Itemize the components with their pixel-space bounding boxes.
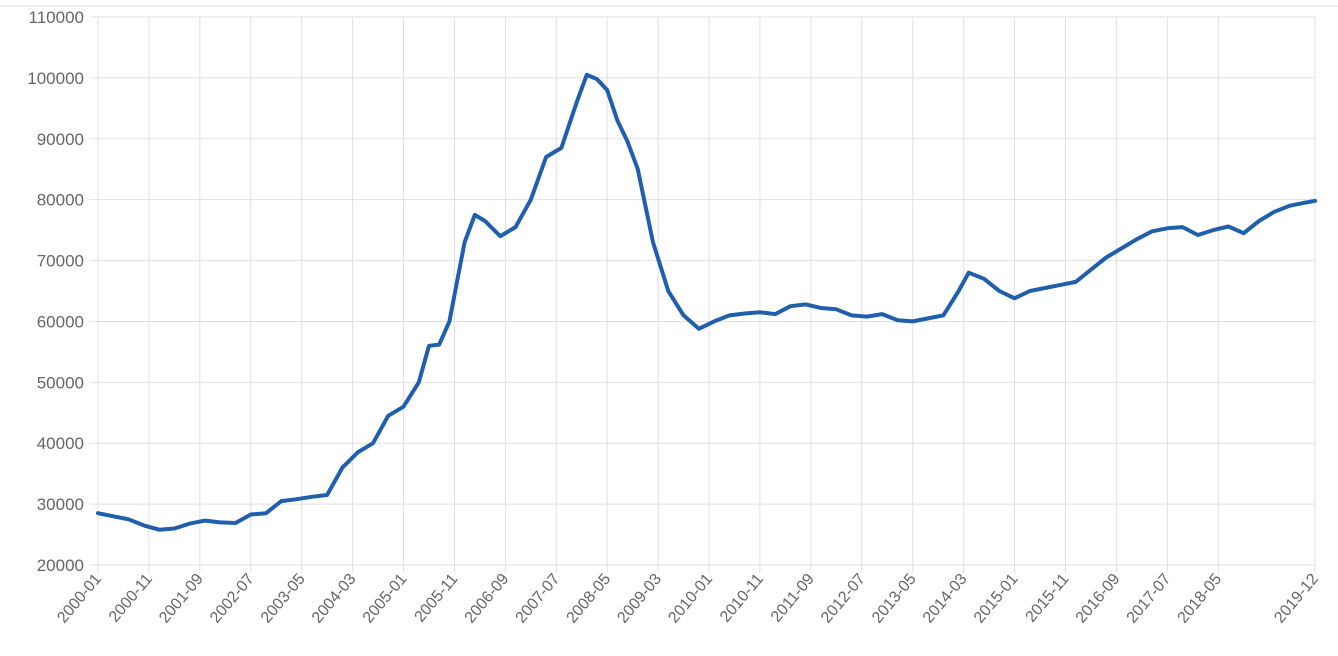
x-tick-label: 2009-03 [614,571,665,627]
y-tick-label: 100000 [27,69,84,88]
x-tick-label: 2017-07 [1124,571,1175,627]
y-tick-label: 110000 [29,8,84,27]
y-axis-ticks: 20000 30000 40000 50000 60000 70000 80000 90000… [27,8,84,575]
x-tick-label: 2005-01 [360,571,411,627]
x-tick-label: 2012-07 [818,571,869,627]
x-axis-ticks: 2000-01 2000-11 2001-09 2002-07 2003-05 2004-… [54,571,1322,627]
y-tick-label: 60000 [37,312,84,331]
chart-grid [0,5,1338,573]
x-tick-label: 2002-07 [207,571,258,627]
x-tick-label: 2010-01 [665,571,716,627]
y-tick-label: 50000 [37,373,84,392]
x-tick-label: 2014-03 [920,571,971,627]
x-tick-label: 2000-01 [54,571,105,627]
x-tick-label: 2010-11 [717,571,767,626]
y-tick-label: 40000 [37,434,84,453]
x-tick-label: 2000-11 [106,571,156,626]
x-tick-label: 2018-05 [1175,571,1226,627]
x-tick-label: 2001-09 [156,571,207,627]
x-tick-label: 2011-09 [768,571,818,626]
x-tick-label: 2005-11 [412,571,462,626]
x-tick-label: 2015-01 [971,571,1022,627]
x-tick-label: 2016-09 [1073,571,1124,627]
y-tick-label: 80000 [37,191,84,210]
x-tick-label: 2007-07 [513,571,564,627]
y-tick-label: 70000 [37,252,84,271]
series-line [96,72,1317,532]
x-tick-label: 2004-03 [309,571,360,627]
x-tick-label: 2019-12 [1271,571,1322,627]
x-tick-label: 2015-11 [1023,571,1073,626]
y-tick-label: 20000 [37,556,84,575]
y-tick-label: 90000 [37,130,84,149]
x-tick-label: 2013-05 [869,571,920,627]
x-tick-label: 2008-05 [564,571,615,627]
x-tick-label: 2003-05 [258,571,309,627]
x-tick-label: 2006-09 [462,571,513,627]
y-tick-label: 30000 [37,495,84,514]
